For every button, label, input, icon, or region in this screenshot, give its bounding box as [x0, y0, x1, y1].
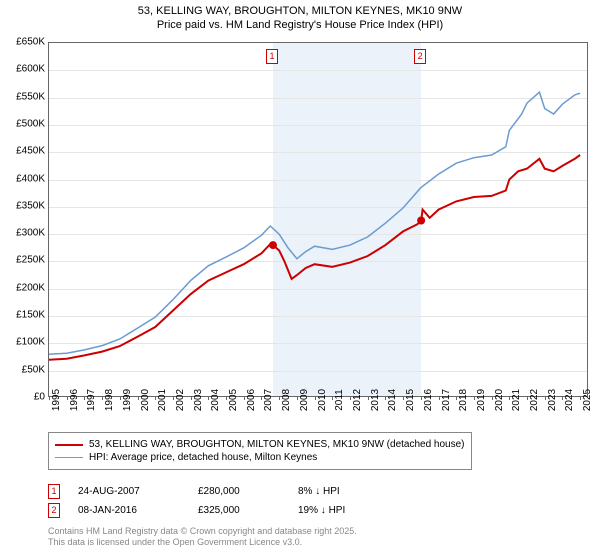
x-tick-label: 1998: [104, 389, 115, 411]
sale-price-2: £325,000: [198, 505, 298, 516]
legend-box: 53, KELLING WAY, BROUGHTON, MILTON KEYNE…: [48, 432, 472, 470]
x-tick-label: 2007: [263, 389, 274, 411]
sales-table: 1 24-AUG-2007 £280,000 8% ↓ HPI 2 08-JAN…: [48, 480, 418, 522]
x-tick-label: 2023: [547, 389, 558, 411]
x-tick: [138, 396, 139, 400]
x-tick-label: 1997: [86, 389, 97, 411]
y-tick-label: £0: [1, 392, 45, 403]
x-tick: [545, 396, 546, 400]
sale-row-1: 1 24-AUG-2007 £280,000 8% ↓ HPI: [48, 484, 418, 499]
sale-point-1: [269, 241, 277, 249]
x-tick-label: 2013: [370, 389, 381, 411]
y-tick-label: £450K: [1, 146, 45, 157]
x-tick-label: 2004: [210, 389, 221, 411]
series-line-hpi: [49, 92, 580, 354]
x-tick-label: 2011: [334, 389, 345, 411]
x-tick-label: 2016: [423, 389, 434, 411]
legend-label-hpi: HPI: Average price, detached house, Milt…: [89, 452, 317, 463]
footer-text: Contains HM Land Registry data © Crown c…: [48, 526, 357, 548]
legend-swatch-price-paid: [55, 444, 83, 446]
y-tick-label: £150K: [1, 310, 45, 321]
sale-date-1: 24-AUG-2007: [78, 486, 198, 497]
x-tick: [492, 396, 493, 400]
y-tick-label: £100K: [1, 337, 45, 348]
y-tick-label: £500K: [1, 118, 45, 129]
x-tick-label: 2017: [441, 389, 452, 411]
title-line-1: 53, KELLING WAY, BROUGHTON, MILTON KEYNE…: [0, 4, 600, 18]
x-tick-label: 1999: [122, 389, 133, 411]
x-tick: [49, 396, 50, 400]
x-tick: [527, 396, 528, 400]
x-tick-label: 2006: [246, 389, 257, 411]
chart-svg: [49, 43, 587, 396]
chart-title: 53, KELLING WAY, BROUGHTON, MILTON KEYNE…: [0, 0, 600, 33]
sale-row-2: 2 08-JAN-2016 £325,000 19% ↓ HPI: [48, 503, 418, 518]
x-tick-label: 2024: [564, 389, 575, 411]
x-tick: [120, 396, 121, 400]
y-tick-label: £250K: [1, 255, 45, 266]
series-line-price_paid: [49, 155, 580, 360]
x-tick: [297, 396, 298, 400]
x-tick-label: 2003: [193, 389, 204, 411]
chart-marker-1: 1: [266, 49, 278, 64]
y-tick-label: £50K: [1, 364, 45, 375]
sale-marker-2: 2: [48, 503, 60, 518]
x-tick: [580, 396, 581, 400]
x-tick-label: 2015: [405, 389, 416, 411]
x-tick: [350, 396, 351, 400]
x-tick-label: 2002: [175, 389, 186, 411]
x-tick-label: 2001: [157, 389, 168, 411]
y-tick-label: £200K: [1, 282, 45, 293]
sale-date-2: 08-JAN-2016: [78, 505, 198, 516]
x-tick-label: 2009: [299, 389, 310, 411]
chart-plot-area: [48, 42, 588, 397]
x-tick: [474, 396, 475, 400]
x-tick: [226, 396, 227, 400]
sale-diff-1: 8% ↓ HPI: [298, 486, 418, 497]
legend-swatch-hpi: [55, 457, 83, 458]
x-tick-label: 2022: [529, 389, 540, 411]
x-tick-label: 2018: [458, 389, 469, 411]
legend-item-price-paid: 53, KELLING WAY, BROUGHTON, MILTON KEYNE…: [55, 439, 465, 450]
x-tick-label: 2005: [228, 389, 239, 411]
y-tick-label: £550K: [1, 91, 45, 102]
legend-item-hpi: HPI: Average price, detached house, Milt…: [55, 452, 465, 463]
x-tick: [279, 396, 280, 400]
title-line-2: Price paid vs. HM Land Registry's House …: [0, 18, 600, 32]
sale-marker-1: 1: [48, 484, 60, 499]
x-tick: [439, 396, 440, 400]
y-tick-label: £300K: [1, 228, 45, 239]
x-tick-label: 1995: [51, 389, 62, 411]
x-tick: [244, 396, 245, 400]
footer-line-1: Contains HM Land Registry data © Crown c…: [48, 526, 357, 537]
x-tick: [191, 396, 192, 400]
x-tick-label: 2014: [387, 389, 398, 411]
x-tick: [315, 396, 316, 400]
y-tick-label: £600K: [1, 64, 45, 75]
x-tick: [403, 396, 404, 400]
sale-diff-2: 19% ↓ HPI: [298, 505, 418, 516]
footer-line-2: This data is licensed under the Open Gov…: [48, 537, 357, 548]
x-tick: [368, 396, 369, 400]
x-tick: [173, 396, 174, 400]
x-tick: [102, 396, 103, 400]
x-tick: [67, 396, 68, 400]
y-tick-label: £400K: [1, 173, 45, 184]
sale-price-1: £280,000: [198, 486, 298, 497]
x-tick-label: 2025: [582, 389, 593, 411]
y-tick-label: £650K: [1, 37, 45, 48]
legend-label-price-paid: 53, KELLING WAY, BROUGHTON, MILTON KEYNE…: [89, 439, 465, 450]
sale-point-2: [417, 217, 425, 225]
chart-marker-2: 2: [414, 49, 426, 64]
x-tick-label: 1996: [69, 389, 80, 411]
x-tick-label: 2019: [476, 389, 487, 411]
x-tick-label: 2000: [140, 389, 151, 411]
y-tick-label: £350K: [1, 200, 45, 211]
x-tick: [421, 396, 422, 400]
x-tick-label: 2012: [352, 389, 363, 411]
x-tick-label: 2021: [511, 389, 522, 411]
x-tick-label: 2010: [317, 389, 328, 411]
x-tick-label: 2020: [494, 389, 505, 411]
x-tick-label: 2008: [281, 389, 292, 411]
